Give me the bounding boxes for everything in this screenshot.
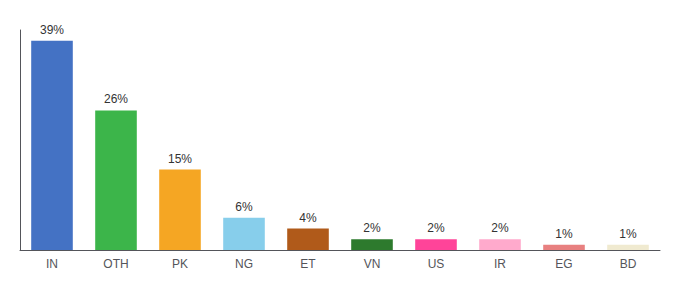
svg-text:1%: 1% bbox=[555, 227, 573, 241]
svg-text:2%: 2% bbox=[491, 221, 509, 235]
svg-text:BD: BD bbox=[620, 257, 637, 271]
svg-text:6%: 6% bbox=[235, 200, 253, 214]
svg-text:26%: 26% bbox=[104, 92, 128, 106]
svg-text:2%: 2% bbox=[427, 221, 445, 235]
svg-text:NG: NG bbox=[235, 257, 253, 271]
svg-text:VN: VN bbox=[364, 257, 381, 271]
svg-text:US: US bbox=[428, 257, 445, 271]
svg-text:IR: IR bbox=[494, 257, 506, 271]
svg-text:OTH: OTH bbox=[103, 257, 128, 271]
svg-text:39%: 39% bbox=[40, 23, 64, 37]
svg-text:1%: 1% bbox=[619, 227, 637, 241]
svg-text:PK: PK bbox=[172, 257, 188, 271]
svg-text:15%: 15% bbox=[168, 152, 192, 166]
svg-text:EG: EG bbox=[555, 257, 572, 271]
svg-text:4%: 4% bbox=[299, 211, 317, 225]
svg-text:IN: IN bbox=[46, 257, 58, 271]
svg-text:ET: ET bbox=[300, 257, 316, 271]
svg-text:2%: 2% bbox=[363, 221, 381, 235]
